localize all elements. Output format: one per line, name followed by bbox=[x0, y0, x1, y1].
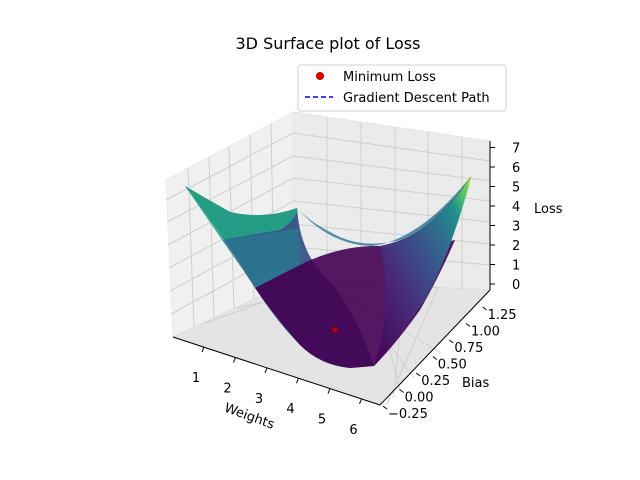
y-axis: −0.250.00 0.250.50 0.751.00 1.25 Bias bbox=[379, 289, 517, 422]
y-tick-label: 1.25 bbox=[488, 308, 517, 323]
legend: Minimum Loss Gradient Descent Path bbox=[297, 64, 507, 112]
loss-surface bbox=[185, 175, 472, 368]
legend-box bbox=[297, 64, 507, 112]
y-tick-mark bbox=[382, 405, 388, 410]
z-tick-label: 4 bbox=[512, 200, 520, 215]
minimum-loss-marker bbox=[332, 327, 338, 333]
y-tick-label: −0.25 bbox=[388, 407, 428, 422]
y-axis-label: Bias bbox=[462, 376, 489, 391]
legend-marker-minimum bbox=[316, 72, 324, 80]
z-tick-label: 2 bbox=[512, 239, 520, 254]
y-tick-label: 1.00 bbox=[471, 325, 500, 340]
x-tick-mark bbox=[233, 357, 236, 363]
z-tick-label: 3 bbox=[512, 220, 520, 235]
z-tick-label: 5 bbox=[512, 181, 520, 196]
legend-label-minimum: Minimum Loss bbox=[343, 70, 436, 85]
surface-left-face-mid bbox=[222, 228, 300, 288]
surface-right-face bbox=[374, 175, 472, 366]
x-tick-mark bbox=[296, 378, 299, 384]
z-tick-label: 7 bbox=[512, 142, 520, 157]
y-tick-mark bbox=[415, 372, 421, 377]
z-tick-label: 6 bbox=[512, 161, 520, 176]
x-tick-mark bbox=[264, 367, 268, 373]
x-tick-label: 3 bbox=[255, 392, 263, 407]
x-axis-label: Weights bbox=[222, 401, 276, 433]
y-tick-label: 0.00 bbox=[405, 391, 434, 406]
y-tick-mark bbox=[449, 339, 454, 344]
surface-left-face-shade bbox=[185, 186, 297, 240]
y-tick-mark bbox=[432, 356, 438, 360]
y-tick-label: 0.50 bbox=[438, 358, 467, 373]
x-tick-label: 1 bbox=[192, 371, 200, 386]
x-tick-label: 2 bbox=[223, 381, 231, 396]
y-tick-mark bbox=[465, 323, 471, 327]
chart-title: 3D Surface plot of Loss bbox=[236, 34, 421, 53]
z-tick-label: 0 bbox=[512, 278, 520, 293]
x-tick-mark bbox=[327, 388, 331, 394]
x-tick-label: 6 bbox=[349, 423, 357, 438]
x-tick-mark bbox=[359, 398, 362, 405]
x-tick-label: 4 bbox=[286, 402, 294, 417]
y-tick-label: 0.75 bbox=[454, 341, 483, 356]
z-axis-label: Loss bbox=[534, 202, 563, 217]
z-axis: 0 1 2 3 4 5 6 7 Loss bbox=[489, 141, 563, 293]
legend-label-path: Gradient Descent Path bbox=[343, 91, 490, 106]
x-tick-mark bbox=[201, 346, 205, 353]
y-tick-mark bbox=[399, 389, 404, 393]
x-tick-label: 5 bbox=[318, 413, 326, 428]
y-tick-label: 0.25 bbox=[421, 374, 450, 389]
z-tick-label: 1 bbox=[512, 259, 520, 274]
y-tick-mark bbox=[482, 306, 487, 311]
